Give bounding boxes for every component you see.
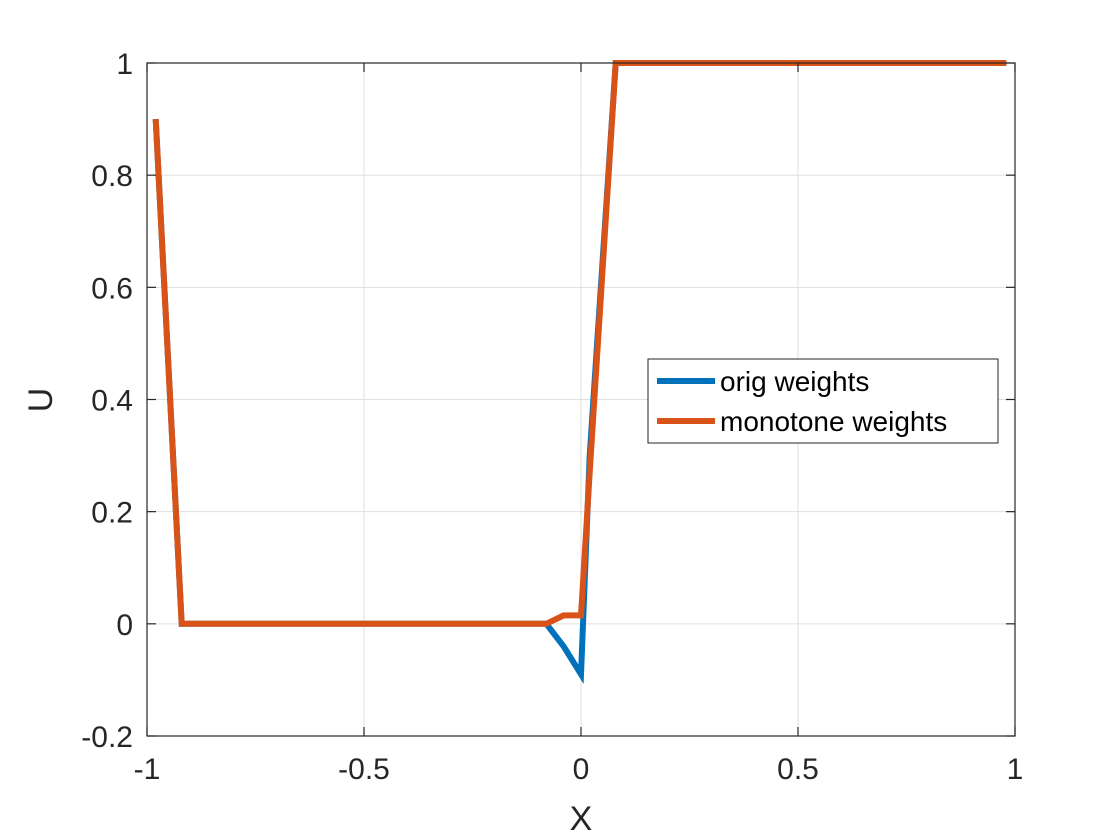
x-tick-label: 0.5 — [777, 753, 819, 786]
legend-box — [647, 358, 999, 444]
legend-label-orig-weights: orig weights — [720, 366, 869, 397]
y-tick-label: 0 — [116, 609, 133, 642]
grid-lines — [146, 62, 1016, 737]
series-line-monotone-weights — [152, 60, 1007, 627]
axis-ticks — [146, 62, 1016, 737]
legend: orig weights monotone weights — [647, 358, 999, 444]
x-tick-label: 0 — [573, 753, 590, 786]
y-tick-label: 0.6 — [91, 272, 133, 305]
series-layer — [152, 60, 1007, 685]
x-tick-label: -0.5 — [338, 753, 390, 786]
x-axis-label: X — [570, 800, 593, 838]
y-tick-label: 0.4 — [91, 385, 133, 418]
legend-label-monotone-weights: monotone weights — [720, 406, 947, 437]
tick-labels: -1 -0.5 0 0.5 1 -0.2 0 0.2 0.4 0.6 0.8 1 — [81, 48, 1023, 786]
y-tick-label: 0.2 — [91, 497, 133, 530]
x-tick-label: 1 — [1007, 753, 1024, 786]
y-tick-label: 1 — [116, 48, 133, 81]
x-tick-label: -1 — [134, 753, 161, 786]
y-tick-label: -0.2 — [81, 721, 133, 754]
y-tick-label: 0.8 — [91, 160, 133, 193]
y-axis-label: U — [22, 388, 60, 413]
